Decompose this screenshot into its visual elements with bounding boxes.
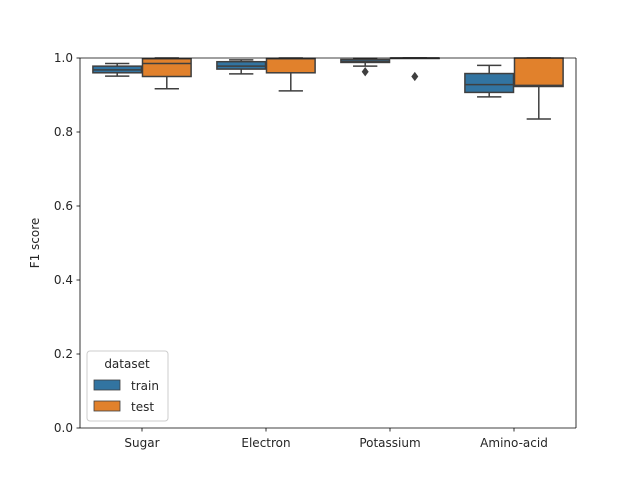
y-tick-label: 0.0: [54, 421, 73, 435]
box-train-0: [92, 62, 143, 77]
y-tick-label: 0.8: [54, 125, 73, 139]
box-series: [92, 57, 564, 120]
legend-swatch-test: [93, 400, 121, 412]
legend-swatch-train: [93, 379, 121, 391]
y-axis-label: F1 score: [28, 218, 42, 269]
x-tick-label: Amino-acid: [480, 436, 548, 450]
box-body: [265, 57, 316, 74]
box-body: [464, 72, 515, 94]
legend: dataset train test: [86, 350, 169, 422]
x-tick-label: Potassium: [359, 436, 420, 450]
box-train-1: [216, 59, 267, 75]
y-tick-label: 1.0: [54, 51, 73, 65]
legend-title: dataset: [104, 357, 150, 371]
x-tick-label: Electron: [241, 436, 290, 450]
box-body: [141, 57, 192, 78]
y-tick-label: 0.2: [54, 347, 73, 361]
legend-label-test: test: [131, 400, 154, 414]
box-test-3: [513, 57, 564, 120]
x-axis: Sugar Electron Potassium Amino-acid: [124, 428, 548, 450]
y-tick-label: 0.4: [54, 273, 73, 287]
box-train-3: [464, 64, 515, 98]
outlier-point: [361, 67, 369, 77]
x-tick-label: Sugar: [124, 436, 159, 450]
legend-label-train: train: [131, 379, 159, 393]
outlier-point: [411, 71, 419, 82]
y-axis: 0.0 0.2 0.4 0.6 0.8 1.0: [54, 51, 80, 435]
plot-frame: [79, 57, 577, 429]
y-tick-label: 0.6: [54, 199, 73, 213]
box-body: [513, 57, 564, 88]
